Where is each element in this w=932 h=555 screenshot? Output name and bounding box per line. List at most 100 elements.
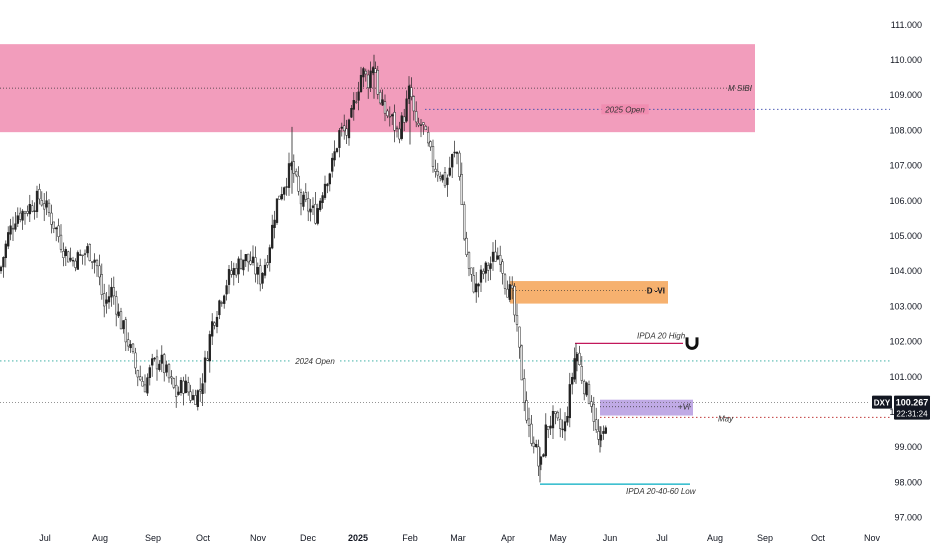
zone-1[interactable]	[510, 281, 668, 304]
candle-body	[129, 344, 132, 349]
candle-body	[206, 358, 209, 361]
last-price-label: 100.267	[896, 398, 929, 408]
candle-body	[453, 151, 456, 154]
candle-body	[374, 68, 377, 73]
candle-body	[472, 275, 475, 293]
candle-body	[4, 243, 7, 259]
candle-body	[352, 100, 355, 110]
y-tick-label: 103.000	[889, 301, 922, 311]
candle-body	[482, 271, 485, 275]
candle-body	[484, 262, 487, 274]
candle-body	[170, 376, 173, 379]
candle-body	[50, 212, 53, 225]
candle-body	[333, 151, 336, 161]
candle-body	[256, 267, 259, 275]
candle-body	[559, 418, 562, 429]
candle-body	[11, 227, 15, 230]
candle-body	[122, 320, 125, 330]
candle-body	[182, 380, 185, 394]
candle-body	[458, 152, 461, 177]
x-tick-label: Jun	[603, 533, 618, 543]
candle-body	[463, 204, 466, 240]
magnet-icon[interactable]	[685, 337, 699, 350]
candle-body	[280, 194, 283, 200]
candle-body	[100, 274, 103, 295]
candle-body	[40, 200, 43, 206]
candle-body	[71, 260, 75, 262]
candle-body	[376, 70, 379, 95]
candle-body	[415, 111, 418, 123]
candle-body	[590, 401, 593, 407]
candle-body	[43, 203, 46, 210]
candle-body	[23, 211, 27, 214]
candle-body	[64, 249, 67, 257]
candle-body	[578, 352, 581, 365]
candle-body	[364, 70, 367, 75]
candle-body	[583, 381, 586, 395]
candle-body	[580, 366, 583, 381]
candle-body	[547, 426, 550, 430]
candle-body	[434, 168, 437, 172]
y-tick-label: 106.000	[889, 196, 922, 206]
x-tick-label: Mar	[450, 533, 466, 543]
candle-body	[359, 74, 363, 92]
level-label-4: IPDA 20-40-60 Low	[626, 487, 697, 496]
candle-body	[331, 157, 334, 172]
candle-body	[263, 264, 267, 276]
candle-body	[283, 187, 286, 195]
candle-body	[148, 367, 151, 378]
candle-body	[501, 261, 504, 274]
candle-body	[328, 173, 331, 185]
candle-body	[530, 423, 533, 444]
candle-body	[230, 270, 233, 275]
level-label-3: IPDA 20 High	[637, 331, 686, 340]
y-tick-label: 105.000	[889, 231, 922, 241]
candle-body	[74, 260, 77, 268]
candle-body	[2, 257, 5, 268]
candle-body	[196, 390, 199, 407]
candle-body	[386, 110, 389, 117]
candle-body	[523, 378, 526, 403]
candle-body	[55, 227, 58, 230]
candle-body	[532, 442, 535, 447]
candle-body	[345, 128, 348, 136]
candle-body	[475, 283, 478, 293]
x-axis[interactable]: Jul Aug Sep Oct Nov Dec 2025 Feb Mar Apr May Jun Jul…	[39, 533, 880, 543]
zone-label-2: +VI	[678, 403, 691, 412]
candle-body	[292, 161, 295, 174]
candle-body	[499, 255, 502, 265]
candle-body	[479, 269, 483, 283]
candle-body	[573, 358, 576, 380]
candle-body	[98, 265, 101, 278]
candle-body	[561, 428, 564, 431]
candle-body	[172, 378, 175, 388]
zone-2[interactable]	[600, 399, 693, 416]
y-tick-label: 99.000	[894, 442, 922, 452]
candle-body	[527, 418, 531, 426]
candle-body	[319, 200, 322, 210]
candle-body	[427, 132, 430, 144]
candle-body	[266, 262, 269, 266]
candle-body	[321, 195, 324, 203]
candle-body	[45, 200, 48, 208]
candle-body	[297, 175, 300, 192]
candle-body	[451, 153, 454, 168]
candle-body	[446, 177, 449, 185]
candle-body	[309, 208, 312, 213]
candle-body	[59, 234, 63, 250]
candle-body	[563, 421, 567, 432]
candle-body	[273, 219, 276, 228]
candle-body	[278, 195, 281, 200]
candle-body	[271, 224, 274, 249]
candle-body	[554, 411, 557, 414]
candle-body	[460, 174, 463, 206]
candle-body	[91, 261, 94, 263]
x-tick-label: Feb	[402, 533, 418, 543]
candle-body	[302, 194, 305, 207]
candle-body	[412, 96, 415, 112]
y-axis[interactable]: 97.00098.00099.000100.000101.000102.0001…	[889, 20, 922, 523]
candle-body	[83, 253, 87, 255]
candle-body	[105, 299, 108, 304]
